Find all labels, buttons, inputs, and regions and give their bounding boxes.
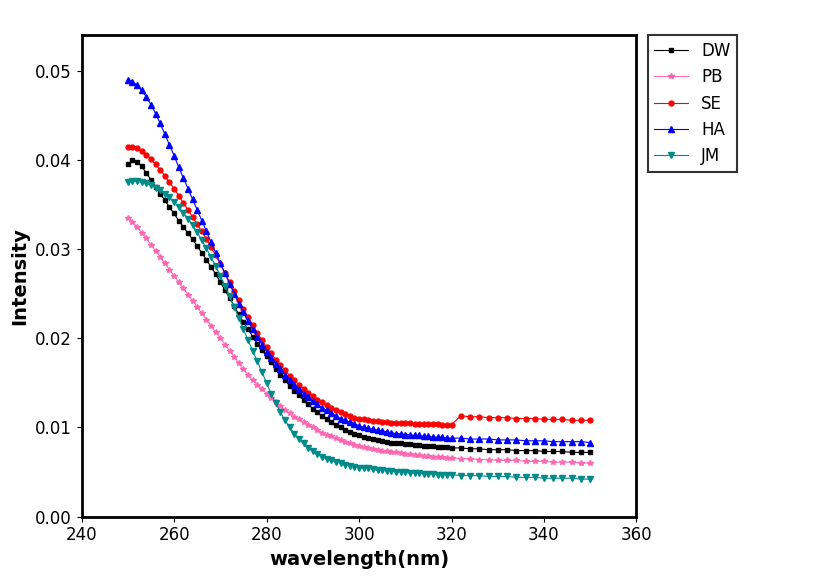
X-axis label: wavelength(nm): wavelength(nm): [269, 550, 449, 569]
DW: [169, 210, 179, 217]
Line: JM: JM: [125, 178, 593, 482]
HA: [132, 82, 142, 89]
HA: [123, 76, 133, 83]
Line: DW: DW: [126, 157, 592, 455]
JM: [169, 198, 179, 205]
DW: [146, 176, 156, 183]
PB: [585, 460, 595, 467]
HA: [465, 436, 475, 443]
PB: [465, 455, 475, 462]
SE: [585, 417, 595, 424]
DW: [127, 157, 137, 164]
PB: [576, 460, 586, 467]
DW: [567, 449, 577, 456]
SE: [132, 145, 142, 152]
SE: [437, 421, 447, 429]
DW: [585, 449, 595, 456]
PB: [132, 223, 142, 230]
JM: [127, 178, 137, 185]
DW: [137, 163, 147, 170]
HA: [165, 141, 175, 149]
Legend: DW, PB, SE, HA, JM: DW, PB, SE, HA, JM: [648, 35, 737, 172]
HA: [585, 439, 595, 446]
DW: [317, 412, 327, 419]
SE: [424, 420, 433, 427]
PB: [141, 235, 151, 242]
Line: SE: SE: [126, 144, 592, 427]
DW: [123, 161, 133, 168]
JM: [474, 472, 484, 479]
JM: [585, 475, 595, 483]
JM: [123, 179, 133, 186]
HA: [141, 93, 151, 100]
Line: PB: PB: [125, 215, 593, 466]
SE: [123, 143, 133, 150]
HA: [313, 401, 322, 408]
JM: [146, 181, 156, 188]
SE: [474, 413, 484, 420]
DW: [474, 446, 484, 453]
SE: [141, 151, 151, 158]
DW: [428, 443, 438, 450]
JM: [137, 179, 147, 186]
Line: HA: HA: [125, 77, 593, 446]
PB: [165, 266, 175, 273]
PB: [313, 427, 322, 434]
PB: [123, 214, 133, 221]
Y-axis label: Intensity: Intensity: [11, 227, 29, 325]
PB: [424, 453, 433, 460]
JM: [428, 470, 438, 477]
HA: [424, 433, 433, 440]
SE: [165, 179, 175, 186]
SE: [313, 396, 322, 403]
JM: [576, 475, 586, 483]
JM: [317, 453, 327, 460]
